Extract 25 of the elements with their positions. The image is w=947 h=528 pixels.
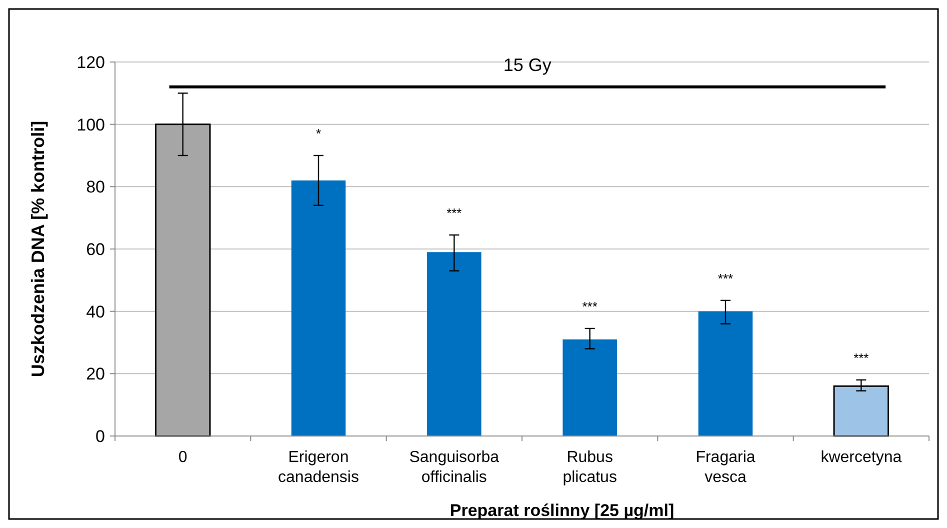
ref-line-label: 15 Gy	[503, 54, 552, 75]
annotation: ***	[718, 270, 734, 286]
y-axis-title: Uszkodzenia DNA [% kontroli]	[28, 120, 48, 378]
y-tick-label: 60	[86, 240, 105, 259]
annotation: ***	[582, 299, 598, 314]
y-tick-label: 120	[76, 52, 105, 72]
annotation: ***	[446, 206, 462, 221]
y-tick-label: 100	[76, 115, 105, 134]
bar	[698, 311, 753, 436]
x-tick-label: 0	[178, 449, 188, 466]
x-tick-label: kwercetyna	[820, 449, 902, 466]
y-tick-label: 0	[96, 426, 105, 446]
x-tick-label: Erigeron canadensis	[278, 449, 359, 486]
y-tick-label: 40	[86, 302, 105, 322]
bar	[562, 339, 617, 436]
annotation: ***	[854, 350, 869, 366]
x-tick-label: Rubus plicatus	[562, 449, 617, 486]
y-tick-label: 80	[86, 178, 105, 197]
x-tick-label: Sanguisorba officinalis	[409, 449, 500, 486]
x-tick-label: Fragaria vesca	[696, 449, 756, 486]
bar	[291, 180, 346, 436]
bar	[427, 252, 482, 436]
y-tick-label: 20	[86, 364, 105, 384]
x-axis-title: Preparat roślinny [25 µg/ml]	[450, 501, 674, 520]
annotation: *	[316, 126, 322, 142]
